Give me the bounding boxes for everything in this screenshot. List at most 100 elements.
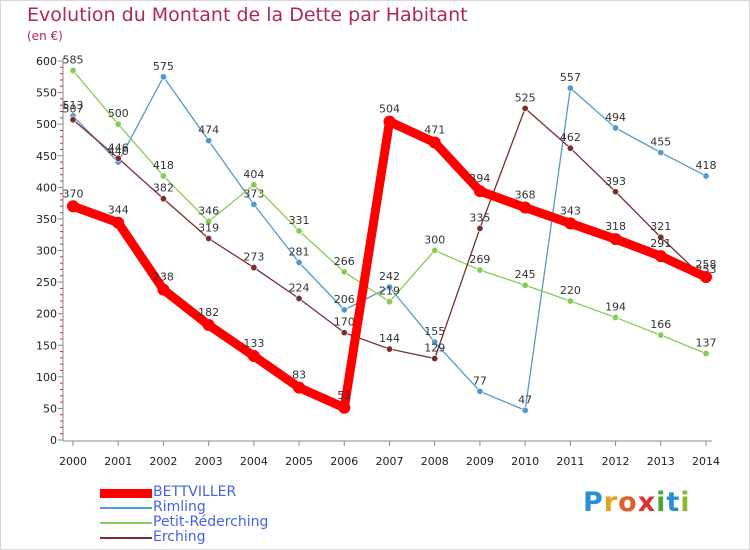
y-tick-label: 0 bbox=[50, 434, 57, 447]
data-label-petit-r-derching: 346 bbox=[198, 204, 219, 217]
data-point-erching bbox=[114, 154, 122, 162]
data-point-erching bbox=[385, 345, 393, 353]
data-point-rimling bbox=[612, 124, 620, 132]
data-point-bettviller bbox=[112, 216, 125, 229]
data-label-erching: 144 bbox=[379, 332, 400, 345]
data-point-rimling bbox=[250, 200, 258, 208]
data-point-erching bbox=[476, 224, 484, 232]
data-point-petit-r-derching bbox=[476, 266, 484, 274]
data-label-rimling: 557 bbox=[560, 71, 581, 84]
legend-swatch bbox=[100, 537, 152, 539]
data-label-bettviller: 83 bbox=[292, 369, 306, 382]
legend-label: Erching bbox=[153, 529, 206, 545]
data-point-erching bbox=[340, 329, 348, 337]
data-label-petit-r-derching: 245 bbox=[515, 268, 536, 281]
legend-item-bettviller: BETTVILLER bbox=[100, 485, 360, 500]
data-label-bettviller: 343 bbox=[560, 204, 581, 217]
x-tick-label: 2007 bbox=[376, 455, 404, 468]
data-label-erching: 382 bbox=[153, 182, 174, 195]
data-point-erching bbox=[205, 234, 213, 242]
data-point-bettviller bbox=[293, 381, 306, 394]
data-label-bettviller: 133 bbox=[243, 337, 264, 350]
logo-letter: i bbox=[656, 487, 667, 518]
legend-label: Petit-Réderching bbox=[153, 514, 269, 530]
y-tick-label: 400 bbox=[36, 181, 57, 194]
data-point-erching bbox=[159, 195, 167, 203]
data-label-rimling: 474 bbox=[198, 124, 219, 137]
data-point-petit-r-derching bbox=[295, 227, 303, 235]
data-point-rimling bbox=[159, 73, 167, 81]
data-point-bettviller bbox=[519, 201, 532, 214]
data-point-erching bbox=[612, 188, 620, 196]
data-label-bettviller: 318 bbox=[605, 220, 626, 233]
data-label-petit-r-derching: 500 bbox=[108, 107, 129, 120]
x-tick-label: 2009 bbox=[466, 455, 494, 468]
legend-swatch bbox=[100, 522, 152, 524]
data-point-erching bbox=[521, 104, 529, 112]
data-label-petit-r-derching: 404 bbox=[243, 168, 264, 181]
data-point-bettviller bbox=[564, 217, 577, 230]
data-point-erching bbox=[69, 116, 77, 124]
data-label-rimling: 513 bbox=[63, 99, 84, 112]
logo-letter: i bbox=[680, 487, 691, 518]
data-point-bettviller bbox=[428, 136, 441, 149]
data-label-petit-r-derching: 194 bbox=[605, 300, 626, 313]
data-point-petit-r-derching bbox=[69, 66, 77, 74]
data-point-bettviller bbox=[609, 233, 622, 246]
data-label-rimling: 242 bbox=[379, 270, 400, 283]
y-tick-label: 500 bbox=[36, 118, 57, 131]
y-tick-label: 350 bbox=[36, 213, 57, 226]
data-point-petit-r-derching bbox=[159, 172, 167, 180]
data-label-bettviller: 370 bbox=[63, 187, 84, 200]
data-point-rimling bbox=[566, 84, 574, 92]
data-point-petit-r-derching bbox=[205, 217, 213, 225]
data-point-erching bbox=[295, 295, 303, 303]
data-point-bettviller bbox=[247, 349, 260, 362]
x-tick-label: 2012 bbox=[602, 455, 630, 468]
proxiti-logo: Proxiti bbox=[583, 487, 691, 518]
data-point-rimling bbox=[431, 338, 439, 346]
data-point-bettviller bbox=[700, 271, 712, 284]
data-label-bettviller: 368 bbox=[515, 189, 536, 202]
data-label-petit-r-derching: 266 bbox=[334, 255, 355, 268]
y-tick-label: 600 bbox=[36, 55, 57, 68]
data-point-bettviller bbox=[202, 319, 215, 332]
logo-letter: x bbox=[637, 487, 657, 518]
data-label-rimling: 455 bbox=[650, 136, 671, 149]
data-label-bettviller: 344 bbox=[108, 204, 129, 217]
data-label-rimling: 77 bbox=[473, 374, 487, 387]
data-point-petit-r-derching bbox=[657, 331, 665, 339]
data-point-bettviller bbox=[157, 283, 170, 296]
chart-unit-label: (en €) bbox=[27, 29, 63, 43]
data-point-rimling bbox=[385, 283, 393, 291]
data-label-erching: 393 bbox=[605, 175, 626, 188]
data-point-rimling bbox=[295, 259, 303, 267]
data-label-erching: 319 bbox=[198, 221, 219, 234]
data-label-erching: 525 bbox=[515, 91, 536, 104]
data-point-petit-r-derching bbox=[521, 281, 529, 289]
chart-title: Evolution du Montant de la Dette par Hab… bbox=[27, 4, 468, 26]
logo-letter: t bbox=[666, 487, 681, 518]
data-point-bettviller bbox=[338, 401, 351, 414]
x-tick-label: 2014 bbox=[692, 455, 720, 468]
data-label-petit-r-derching: 331 bbox=[289, 214, 310, 227]
logo-letter: P bbox=[583, 487, 604, 518]
data-label-rimling: 47 bbox=[518, 393, 532, 406]
data-label-erching: 462 bbox=[560, 131, 581, 144]
data-label-rimling: 494 bbox=[605, 111, 626, 124]
data-label-rimling: 206 bbox=[334, 293, 355, 306]
data-label-erching: 446 bbox=[108, 141, 129, 154]
data-point-bettviller bbox=[654, 250, 667, 263]
data-label-petit-r-derching: 219 bbox=[379, 285, 400, 298]
data-point-bettviller bbox=[67, 200, 79, 213]
data-label-erching: 335 bbox=[469, 211, 490, 224]
x-tick-label: 2000 bbox=[59, 455, 87, 468]
data-point-rimling bbox=[476, 387, 484, 395]
data-point-petit-r-derching bbox=[250, 181, 258, 189]
y-tick-label: 450 bbox=[36, 150, 57, 163]
data-label-petit-r-derching: 220 bbox=[560, 284, 581, 297]
data-point-petit-r-derching bbox=[114, 120, 122, 128]
legend-swatch bbox=[100, 489, 152, 498]
data-point-erching bbox=[431, 355, 439, 363]
